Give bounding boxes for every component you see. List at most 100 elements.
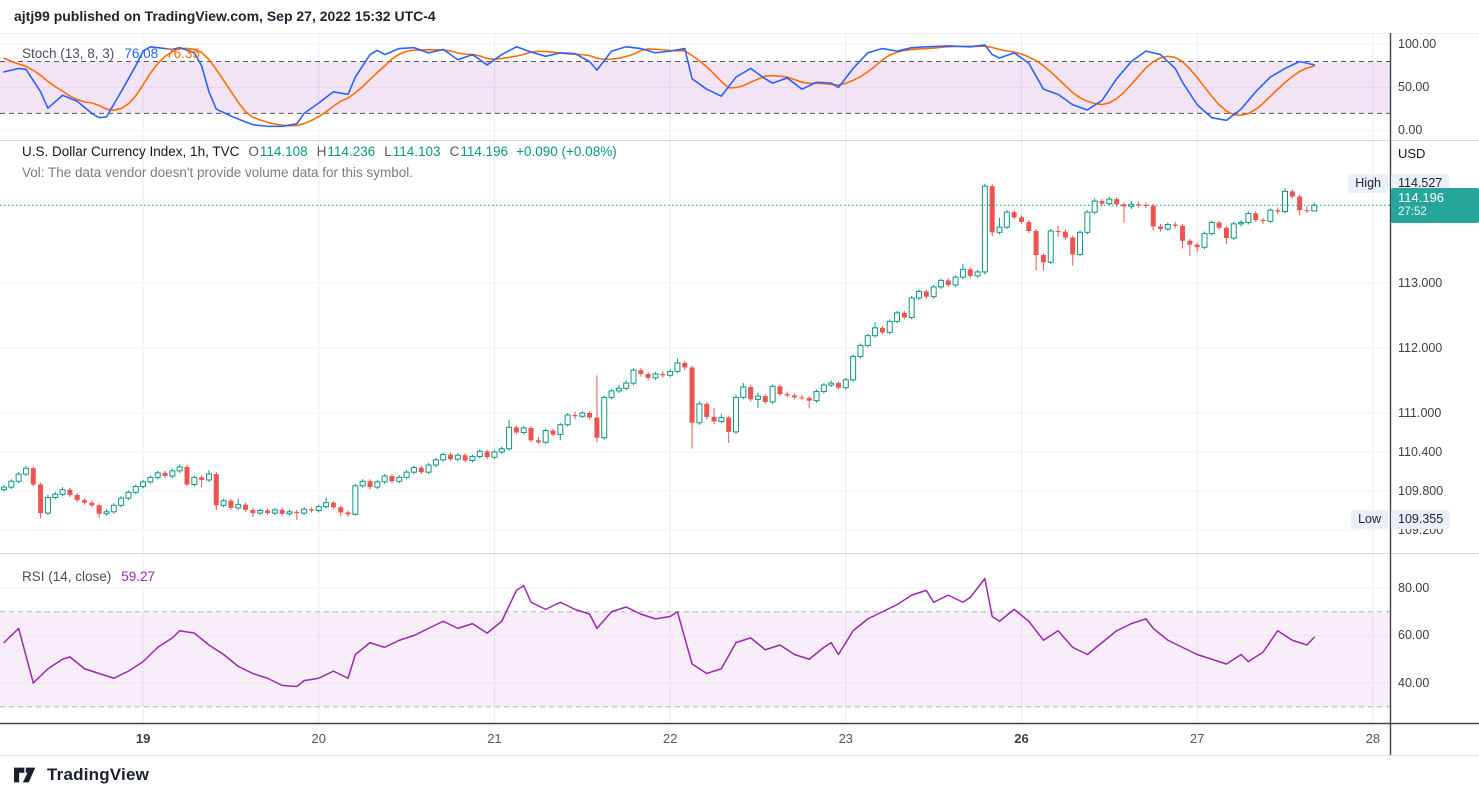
low-value: 114.103	[392, 144, 441, 159]
candle-up	[1238, 219, 1245, 227]
candle-down	[1216, 220, 1222, 230]
candle-up	[454, 453, 461, 462]
tradingview-logo[interactable]: TradingView	[14, 765, 149, 785]
price-axis-label: 109.800	[1398, 483, 1444, 498]
candle-up	[769, 384, 776, 404]
candle-up	[1230, 221, 1237, 241]
candle-up	[1208, 220, 1215, 236]
candle-up	[506, 419, 513, 451]
candle-up	[52, 491, 59, 500]
candle-down	[1223, 225, 1229, 244]
low-marker-value: 109.355	[1391, 510, 1451, 529]
candle-down	[184, 465, 190, 487]
last-price-value: 114.196	[1398, 190, 1445, 205]
candle-up	[557, 422, 564, 441]
candle-up	[352, 483, 359, 516]
candle-up	[1282, 188, 1288, 214]
time-axis-label: 22	[662, 731, 678, 746]
candle-up	[813, 389, 820, 403]
candle-down	[762, 394, 768, 404]
candle-down	[1158, 223, 1164, 232]
stoch-axis-label: 0.00	[1398, 123, 1423, 138]
time-axis-label: 27	[1189, 731, 1205, 746]
symbol-title: U.S. Dollar Currency Index, 1h, TVC	[22, 144, 240, 159]
low-marker-label: Low	[1351, 510, 1388, 529]
candle-down	[1055, 225, 1061, 237]
candle-up	[601, 395, 608, 440]
candle-down	[587, 411, 593, 420]
time-axis-label: 23	[838, 731, 854, 746]
candle-up	[608, 388, 615, 400]
rsi-label: RSI (14, close)	[22, 569, 112, 584]
candle-down	[513, 425, 519, 435]
candle-up	[476, 449, 483, 459]
candle-up	[564, 413, 571, 427]
candle-up	[1267, 208, 1274, 224]
candle-down	[96, 503, 102, 518]
candle-up	[1003, 210, 1010, 230]
candle-up	[1091, 198, 1098, 215]
stoch-legend[interactable]: Stoch (13, 8, 3) 76.08 76.35	[22, 46, 200, 61]
candle-down	[1289, 189, 1295, 199]
candle-down	[550, 428, 556, 437]
stoch-band	[0, 61, 1390, 114]
candle-down	[835, 381, 841, 390]
candle-up	[1245, 211, 1252, 225]
candle-up	[1084, 210, 1091, 235]
symbol-legend[interactable]: U.S. Dollar Currency Index, 1h, TVC O114.…	[22, 144, 617, 159]
candle-up	[696, 401, 703, 425]
candle-down	[689, 365, 695, 449]
candle-up	[718, 413, 725, 424]
candle-up	[520, 426, 527, 435]
candle-up	[872, 322, 879, 338]
candle-down	[1011, 210, 1017, 220]
candle-up	[630, 368, 637, 386]
price-axis-label: 111.000	[1398, 405, 1442, 420]
candle-up	[147, 475, 154, 484]
candle-down	[1297, 194, 1303, 216]
currency-label: USD	[1398, 146, 1426, 161]
tradingview-logo-text: TradingView	[47, 765, 150, 784]
candle-down	[594, 375, 600, 443]
candle-up	[491, 450, 498, 460]
candle-up	[271, 507, 278, 516]
stoch-axis-label: 50.00	[1398, 79, 1430, 94]
stoch-axis-label: 100.00	[1398, 36, 1437, 51]
candle-up	[118, 496, 125, 508]
rsi-legend[interactable]: RSI (14, close) 59.27	[22, 569, 155, 584]
candle-up	[996, 218, 1003, 235]
candle-up	[1077, 230, 1084, 257]
candle-up	[440, 452, 447, 462]
candle-down	[1180, 223, 1186, 249]
candle-up	[820, 383, 827, 394]
candle-up	[403, 470, 410, 480]
candle-down	[748, 385, 754, 402]
candle-up	[864, 333, 871, 348]
close-key: C	[449, 144, 460, 159]
candle-up	[667, 369, 674, 378]
candle-up	[110, 503, 117, 514]
candle-up	[15, 472, 22, 484]
candle-up	[132, 484, 139, 495]
candle-down	[1143, 202, 1149, 209]
candle-up	[44, 494, 51, 516]
stoch-label: Stoch (13, 8, 3)	[22, 46, 115, 61]
candle-down	[1187, 238, 1193, 256]
candle-up	[154, 470, 161, 480]
candle-up	[374, 479, 381, 490]
candle-down	[462, 453, 468, 463]
price-axis-label: 112.000	[1398, 340, 1443, 355]
candle-down	[265, 508, 271, 516]
candle-up	[908, 296, 915, 320]
candle-up	[125, 490, 132, 501]
candle-up	[615, 385, 622, 393]
candle-up	[432, 457, 439, 467]
open-value: 114.108	[259, 144, 308, 159]
candle-down	[535, 437, 541, 445]
candle-down	[1136, 201, 1142, 208]
candle-down	[777, 384, 783, 397]
candle-down	[704, 401, 710, 420]
time-axis-label: 21	[487, 731, 502, 746]
candle-up	[257, 508, 264, 516]
